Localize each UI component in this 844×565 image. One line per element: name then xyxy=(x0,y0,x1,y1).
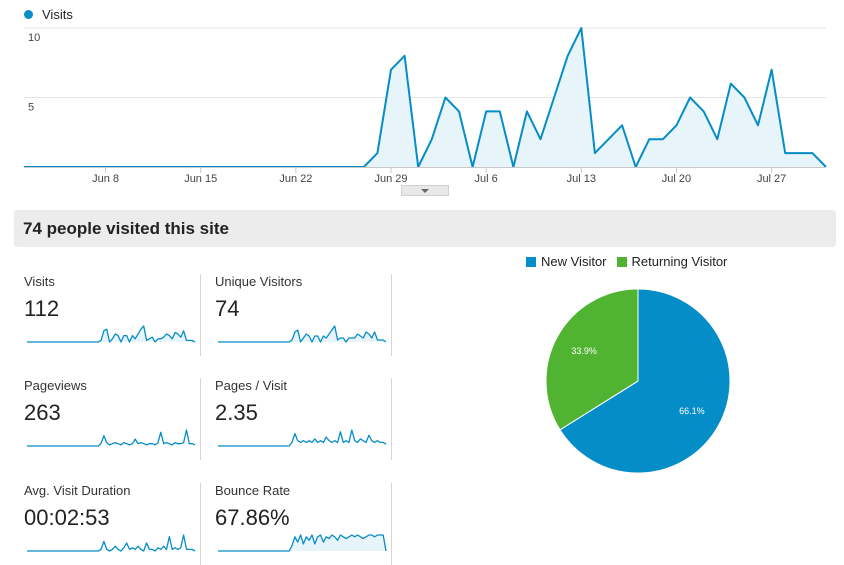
sparkline xyxy=(27,534,196,552)
metric-label: Bounce Rate xyxy=(215,483,291,498)
sparkline-area xyxy=(27,326,195,342)
sparkline-line xyxy=(218,325,387,343)
y-tick-label: 5 xyxy=(28,102,34,114)
legend-dot-icon xyxy=(24,10,33,19)
metric-unique-visitors[interactable]: Unique Visitors 74 xyxy=(205,274,392,356)
metric-value: 67.86% xyxy=(215,505,290,530)
visits-area-chart[interactable]: 10 5 Jun 8 Jun 15 Jun 22 Jun 29 Jul 6 Jul 13 Jul… xyxy=(0,0,844,200)
pie-slice-returning-visitor xyxy=(545,288,639,431)
metric-visits[interactable]: Visits 112 xyxy=(14,274,201,356)
metric-value: 00:02:53 xyxy=(24,505,110,530)
metric-label: Unique Visitors xyxy=(215,274,303,289)
visitor-type-pie-chart[interactable]: 66.1% 33.9% xyxy=(540,283,736,479)
x-tick-label: Jul 20 xyxy=(662,173,691,185)
sparkline-line xyxy=(27,534,196,552)
metric-value: 2.35 xyxy=(215,400,258,425)
x-tick-label: Jun 8 xyxy=(92,173,119,185)
series-area xyxy=(24,28,826,167)
chart-resize-handle[interactable] xyxy=(401,185,449,196)
x-tick-label: Jun 29 xyxy=(375,173,408,185)
metric-bounce-rate[interactable]: Bounce Rate 67.86% xyxy=(205,483,392,565)
pie-slice-label: 33.9% xyxy=(571,346,597,356)
summary-title: 74 people visited this site xyxy=(14,210,836,247)
x-tick-label: Jun 22 xyxy=(279,173,312,185)
metric-label: Pages / Visit xyxy=(215,378,288,393)
y-tick-label: 10 xyxy=(28,32,40,44)
sparkline-line xyxy=(218,429,387,447)
pie-slice-label: 66.1% xyxy=(679,406,705,416)
sparkline xyxy=(218,325,387,343)
x-tick-label: Jul 6 xyxy=(475,173,498,185)
metric-pageviews[interactable]: Pageviews 263 xyxy=(14,378,201,460)
pie-slice-new-visitor xyxy=(559,288,731,474)
legend-label: New Visitor xyxy=(541,254,607,269)
sparkline-line xyxy=(218,534,387,552)
metric-pages-per-visit[interactable]: Pages / Visit 2.35 xyxy=(205,378,392,460)
legend-square-icon xyxy=(616,256,627,267)
sparkline-area xyxy=(218,535,386,551)
metric-label: Pageviews xyxy=(24,378,87,393)
x-tick-label: Jul 13 xyxy=(567,173,596,185)
metric-value: 112 xyxy=(24,296,60,321)
pie-legend: New Visitor Returning Visitor xyxy=(526,254,737,269)
metric-label: Visits xyxy=(24,274,55,289)
sparkline-area xyxy=(218,326,386,342)
legend-label-visits: Visits xyxy=(42,7,73,22)
metric-avg-visit-duration[interactable]: Avg. Visit Duration 00:02:53 xyxy=(14,483,201,565)
metric-value: 263 xyxy=(24,400,61,425)
sparkline-line xyxy=(27,325,196,343)
sparkline xyxy=(218,534,387,552)
chart-legend[interactable]: Visits xyxy=(24,7,73,22)
x-tick-label: Jun 15 xyxy=(184,173,217,185)
legend-label: Returning Visitor xyxy=(631,254,728,269)
legend-item-new-visitor[interactable]: New Visitor xyxy=(526,254,607,269)
metric-value: 74 xyxy=(215,296,240,321)
sparkline xyxy=(27,429,196,447)
legend-square-icon xyxy=(526,256,536,267)
legend-item-returning-visitor[interactable]: Returning Visitor xyxy=(616,254,728,269)
sparkline-line xyxy=(27,429,196,447)
sparkline xyxy=(218,429,387,447)
sparkline xyxy=(27,325,196,343)
x-tick-label: Jul 27 xyxy=(757,173,786,185)
metric-label: Avg. Visit Duration xyxy=(24,483,131,498)
